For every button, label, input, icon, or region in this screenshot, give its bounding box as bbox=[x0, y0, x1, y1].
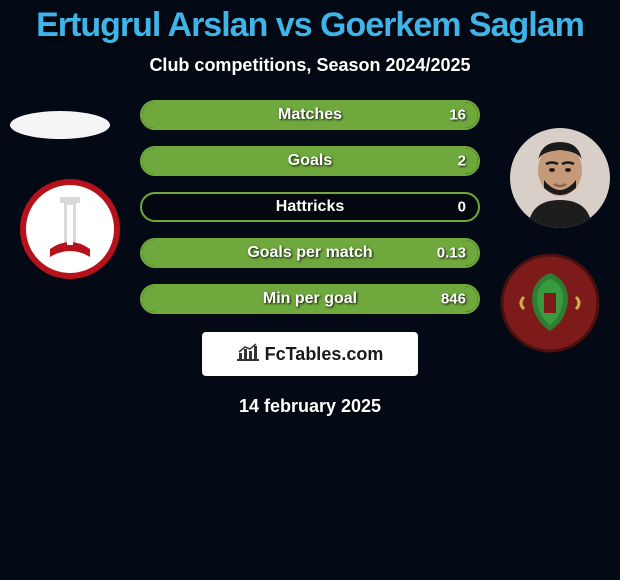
stat-value-right: 0.13 bbox=[437, 245, 466, 262]
brand-box: FcTables.com bbox=[202, 332, 418, 376]
stat-label: Goals bbox=[288, 152, 332, 170]
stat-row: Hattricks 0 bbox=[140, 192, 480, 222]
stat-label: Matches bbox=[278, 106, 342, 124]
page-title: Ertugrul Arslan vs Goerkem Saglam bbox=[0, 0, 620, 45]
stat-row: Goals per match 0.13 bbox=[140, 238, 480, 268]
club-left-badge bbox=[20, 179, 120, 279]
stat-row: Min per goal 846 bbox=[140, 284, 480, 314]
subtitle: Club competitions, Season 2024/2025 bbox=[0, 55, 620, 76]
stat-label: Min per goal bbox=[263, 290, 357, 308]
stat-value-right: 2 bbox=[458, 153, 466, 170]
stat-value-right: 0 bbox=[458, 199, 466, 216]
brand-text: FcTables.com bbox=[265, 344, 384, 365]
stat-row: Matches 16 bbox=[140, 100, 480, 130]
stat-label: Goals per match bbox=[247, 244, 372, 262]
chart-icon bbox=[237, 343, 259, 366]
stat-label: Hattricks bbox=[276, 198, 344, 216]
stat-value-right: 16 bbox=[449, 107, 466, 124]
comparison-area: Matches 16 Goals 2 Hattricks 0 Goals per match… bbox=[0, 96, 620, 314]
player-right-portrait bbox=[510, 128, 610, 228]
stat-row: Goals 2 bbox=[140, 146, 480, 176]
footer-date: 14 february 2025 bbox=[0, 396, 620, 417]
player-left-portrait bbox=[10, 111, 110, 139]
stat-value-right: 846 bbox=[441, 291, 466, 308]
club-right-badge bbox=[500, 253, 600, 353]
